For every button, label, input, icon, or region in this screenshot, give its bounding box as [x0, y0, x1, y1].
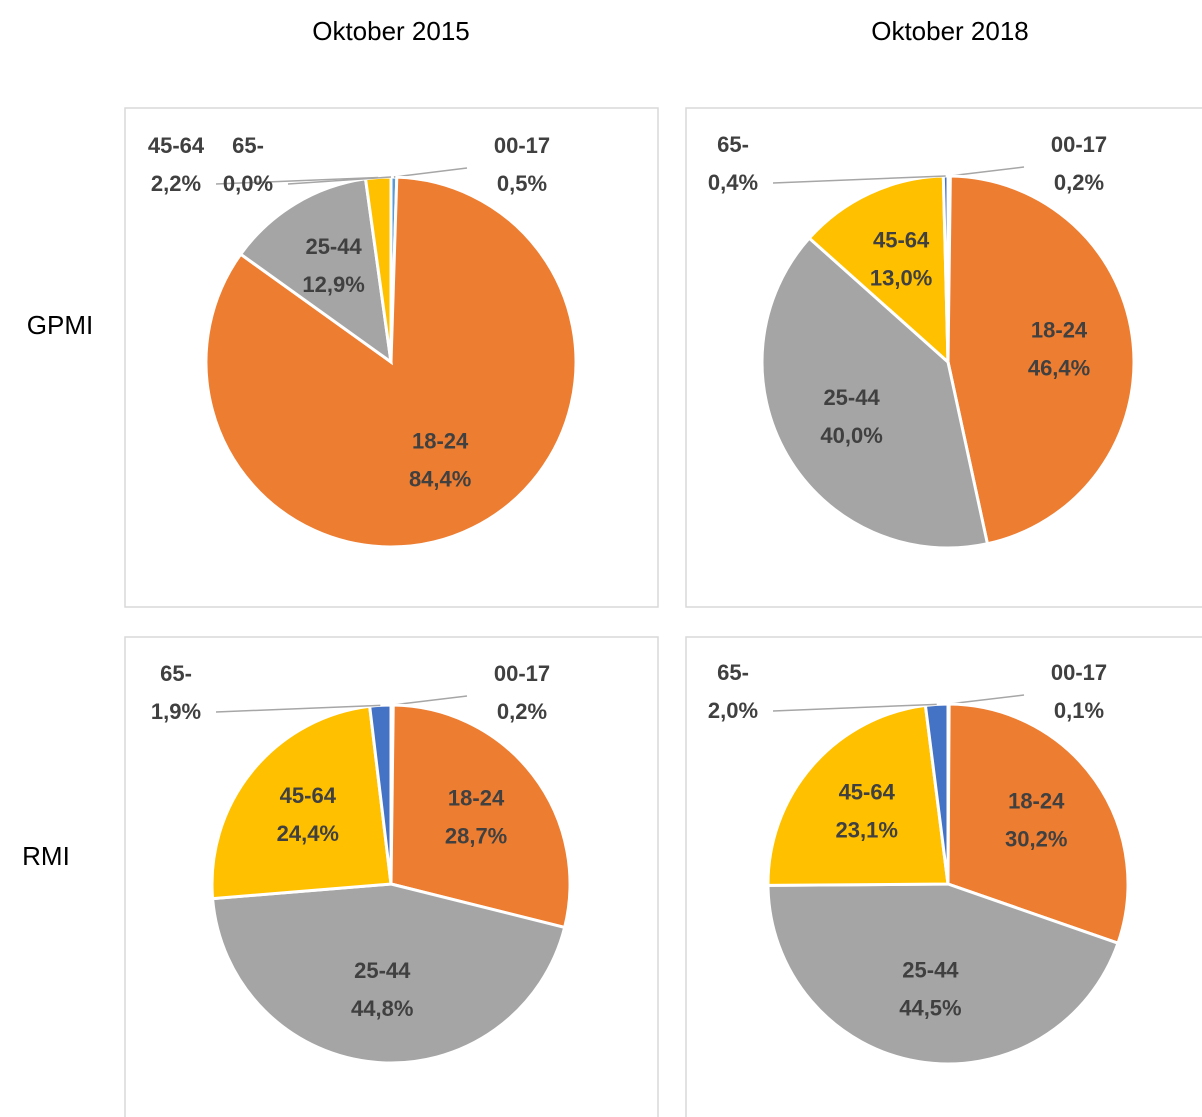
slice-value-label: 24,4%: [277, 821, 339, 846]
slice-category: 25-44: [902, 957, 959, 982]
slice-value-label: 13,0%: [870, 266, 932, 291]
column-header: Oktober 2015: [312, 16, 470, 46]
slice-value-label: 23,1%: [836, 818, 898, 843]
slice-category: 18-24: [448, 785, 505, 810]
pie-slice: [210, 704, 393, 901]
slice-value-label: 12,9%: [302, 272, 364, 297]
slice-value-label: 0,4%: [708, 170, 758, 195]
slice-category: 18-24: [412, 428, 469, 453]
pie-slice: [766, 703, 950, 887]
slice-value-label: 46,4%: [1028, 356, 1090, 381]
pie-slice: [389, 703, 572, 930]
slice-value-label: 0,5%: [497, 171, 547, 196]
leader-line: [949, 166, 1025, 177]
pie-slice: [210, 882, 567, 1065]
slice-value-label: 40,0%: [820, 423, 882, 448]
slice-category: 18-24: [1031, 318, 1088, 343]
slice-category: 45-64: [280, 783, 337, 808]
slice-category: 00-17: [494, 133, 550, 158]
slice-value-label: 0,2%: [497, 699, 547, 724]
slice-value-label: 30,2%: [1005, 827, 1067, 852]
slice-category: 65-: [717, 660, 749, 685]
chart-frame: [685, 636, 1202, 1117]
slice-category: 65-: [160, 661, 192, 686]
chart-frame: [685, 107, 1202, 608]
leader-line: [215, 176, 379, 185]
slice-category: 25-44: [354, 958, 411, 983]
leader-line: [772, 175, 946, 184]
leader-line: [948, 694, 1025, 705]
slice-category: 18-24: [1008, 789, 1065, 814]
slice-category: 25-44: [305, 234, 362, 259]
slice-category: 25-44: [823, 385, 880, 410]
slice-category: 00-17: [494, 661, 550, 686]
leader-line: [287, 176, 392, 185]
slice-value-label: 44,5%: [899, 995, 961, 1020]
slice-category: 00-17: [1051, 660, 1107, 685]
pie-slice: [766, 882, 1120, 1066]
chart-frame: [124, 636, 659, 1117]
slice-category: 45-64: [839, 780, 896, 805]
slice-value-label: 44,8%: [351, 996, 413, 1021]
slice-value-label: 28,7%: [445, 823, 507, 848]
pie-slice: [760, 236, 990, 550]
slice-value-label: 0,0%: [223, 171, 273, 196]
slice-category: 65-: [717, 132, 749, 157]
slice-category: 00-17: [1051, 132, 1107, 157]
leader-line: [392, 695, 468, 706]
slice-value-label: 0,1%: [1054, 698, 1104, 723]
slice-category: 45-64: [148, 133, 205, 158]
slice-value-label: 84,4%: [409, 466, 471, 491]
slice-value-label: 2,0%: [708, 698, 758, 723]
leader-line: [393, 167, 468, 178]
leader-line: [772, 703, 937, 712]
column-header: Oktober 2018: [871, 16, 1029, 46]
pie-slice: [946, 702, 1130, 946]
chart-frame: [124, 107, 659, 608]
slice-value-label: 2,2%: [151, 171, 201, 196]
slice-value-label: 1,9%: [151, 699, 201, 724]
leader-line: [215, 704, 381, 713]
slice-value-label: 0,2%: [1054, 170, 1104, 195]
slice-category: 65-: [232, 133, 264, 158]
pie-slice: [946, 174, 1136, 546]
row-label: GPMI: [27, 310, 93, 340]
row-label: RMI: [22, 841, 70, 871]
slice-category: 45-64: [873, 228, 930, 253]
pie-slice: [238, 177, 393, 366]
